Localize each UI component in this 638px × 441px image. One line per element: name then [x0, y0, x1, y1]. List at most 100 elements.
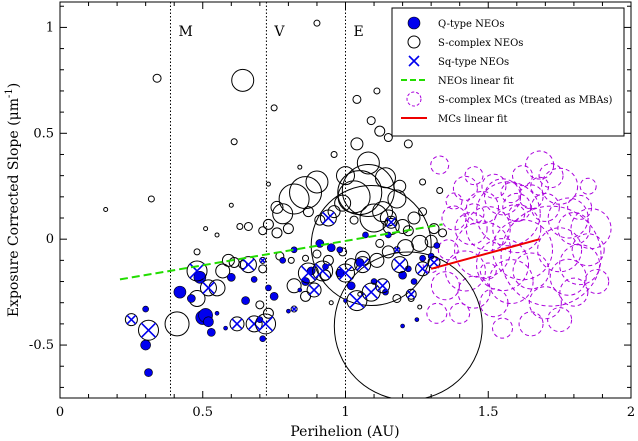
legend-label: S-complex NEOs: [438, 38, 523, 49]
s-complex-point: [258, 264, 268, 274]
s-complex-point: [402, 225, 414, 237]
sq-type-point: [346, 290, 368, 312]
sq-type-point: [245, 315, 263, 333]
mc-point: [549, 258, 587, 296]
mc-point: [426, 302, 448, 324]
sq-type-cross: [406, 290, 416, 299]
s-complex-point: [236, 222, 244, 230]
sq-type-point: [384, 215, 398, 229]
x-tick-label: 0: [56, 405, 64, 420]
s-complex-point: [436, 186, 444, 194]
sq-type-ring: [391, 256, 409, 274]
s-complex-point: [302, 206, 314, 218]
legend-label: Sq-type NEOs: [438, 57, 509, 68]
q-type-point: [250, 276, 258, 283]
mc-point: [559, 244, 601, 286]
mc-point: [518, 311, 544, 337]
s-complex-point: [231, 68, 255, 92]
s-complex-point: [238, 260, 248, 270]
q-type-point: [140, 339, 151, 351]
mc-point: [547, 307, 573, 333]
s-complex-point: [438, 228, 448, 238]
sq-type-cross: [393, 258, 407, 271]
q-type-point: [279, 257, 286, 264]
s-complex-point: [230, 138, 238, 146]
mc-point: [508, 205, 526, 223]
sq-type-ring: [199, 279, 217, 297]
sq-type-cross: [322, 211, 335, 225]
mc-point: [538, 163, 564, 189]
q-type-point: [297, 287, 303, 293]
sq-type-ring: [375, 278, 391, 294]
s-complex-point: [262, 307, 274, 319]
sq-type-cross: [377, 280, 389, 292]
q-type-point: [144, 368, 153, 377]
q-type-point: [207, 328, 216, 337]
mc-point: [481, 173, 507, 199]
mc-point: [445, 192, 463, 210]
s-complex-point: [373, 87, 381, 95]
mc-point: [530, 192, 560, 222]
sq-type-ring: [255, 313, 277, 335]
q-type-point: [414, 317, 420, 322]
sq-type-point: [361, 282, 381, 302]
y-tick-label: -0.5: [29, 338, 54, 353]
s-complex-point: [387, 189, 407, 209]
s-complex-point: [374, 125, 386, 137]
sq-type-ring: [415, 261, 431, 277]
q-type-point: [301, 277, 310, 286]
sq-type-ring: [336, 263, 355, 283]
sq-type-cross: [386, 217, 397, 228]
reference-label-V: V: [273, 24, 285, 40]
mc-point: [452, 175, 478, 201]
s-complex-point: [419, 178, 427, 186]
sq-type-ring: [245, 315, 263, 333]
mc-point: [567, 194, 593, 220]
sq-type-point: [199, 279, 217, 297]
sq-type-ring: [290, 305, 298, 313]
s-complex-point: [208, 279, 226, 297]
sq-type-ring: [354, 256, 372, 274]
x-tick-label: 1: [341, 405, 349, 420]
q-type-point: [419, 254, 426, 262]
mc-point: [559, 277, 589, 307]
legend-marker-mc: [406, 91, 422, 107]
s-complex-point: [374, 167, 396, 189]
mc-point: [479, 288, 509, 318]
sq-type-point: [259, 256, 267, 264]
mc-point: [465, 206, 511, 252]
s-complex-point: [366, 116, 376, 126]
sq-type-point: [319, 209, 337, 227]
plot-area: [103, 2, 612, 398]
mc-point: [500, 182, 522, 204]
q-type-point: [259, 335, 267, 343]
sq-type-ring: [393, 246, 401, 254]
s-complex-point: [392, 293, 402, 303]
s-complex-point: [356, 151, 380, 175]
y-tick-label: 1: [46, 20, 54, 35]
s-complex-point: [403, 139, 413, 149]
y-axis-label-end: ): [6, 83, 22, 88]
sq-type-ring: [319, 209, 337, 227]
s-complex-point: [383, 133, 393, 143]
s-complex-point: [313, 19, 321, 27]
mc-point: [464, 166, 484, 186]
sq-type-ring: [186, 260, 208, 282]
reference-label-M: M: [178, 24, 192, 40]
sq-type-cross: [429, 257, 439, 268]
sq-type-point: [375, 278, 391, 294]
sq-type-ring: [259, 256, 267, 264]
mc-point: [492, 317, 514, 339]
sq-type-cross: [202, 281, 215, 295]
legend-label: Q-type NEOs: [438, 19, 505, 30]
mc-point: [484, 178, 522, 216]
sq-type-cross: [349, 292, 365, 309]
s-complex-point: [103, 207, 109, 213]
sq-type-cross: [291, 306, 297, 312]
sq-type-point: [354, 256, 372, 274]
mc-point: [457, 275, 491, 309]
legend-marker-sq-type: [408, 55, 420, 67]
sq-type-point: [138, 319, 160, 341]
q-type-point: [322, 263, 329, 271]
sq-type-point: [239, 256, 257, 274]
